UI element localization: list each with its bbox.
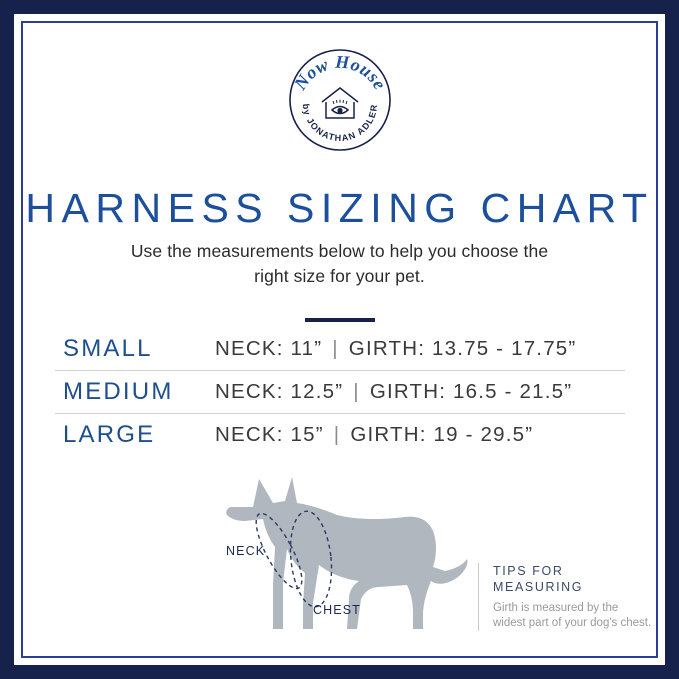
row-separator: | <box>353 380 360 403</box>
dog-silhouette-shape <box>226 477 468 629</box>
measurements-large: NECK: 15” | GIRTH: 19 - 29.5” <box>215 423 625 447</box>
tips-body: Girth is measured by the widest part of … <box>493 601 653 631</box>
row-separator: | <box>332 337 339 360</box>
chest-label: CHEST <box>313 603 361 617</box>
measurements-medium: NECK: 12.5” | GIRTH: 16.5 - 21.5” <box>215 380 625 404</box>
tips-title-line-1: TIPS FOR <box>493 564 564 578</box>
tips-for-measuring: TIPS FOR MEASURING Girth is measured by … <box>478 563 653 631</box>
girth-value-medium: GIRTH: 16.5 - 21.5” <box>369 380 573 403</box>
now-house-logo: Now House by JONATHAN ADLER <box>288 48 392 152</box>
chart-content: Now House by JONATHAN ADLER <box>23 23 656 656</box>
page-title: HARNESS SIZING CHART <box>25 185 654 231</box>
neck-value-large: NECK: 15” <box>215 423 324 446</box>
size-table: SMALL NECK: 11” | GIRTH: 13.75 - 17.75” ME… <box>55 328 625 456</box>
tips-title-line-2: MEASURING <box>493 580 584 594</box>
table-row: LARGE NECK: 15” | GIRTH: 19 - 29.5” <box>55 414 625 456</box>
neck-label: NECK <box>226 544 266 558</box>
tips-body-line-1: Girth is measured by the <box>493 602 619 614</box>
house-with-eye-icon <box>321 87 359 119</box>
table-row: SMALL NECK: 11” | GIRTH: 13.75 - 17.75” <box>55 328 625 371</box>
page-subtitle: Use the measurements below to help you c… <box>23 239 656 289</box>
neck-value-medium: NECK: 12.5” <box>215 380 344 403</box>
tips-title: TIPS FOR MEASURING <box>493 563 653 595</box>
subtitle-line-2: right size for your pet. <box>254 266 425 286</box>
table-row: MEDIUM NECK: 12.5” | GIRTH: 16.5 - 21.5” <box>55 371 625 414</box>
size-label-small: SMALL <box>63 335 153 362</box>
size-label-large: LARGE <box>63 421 156 448</box>
title-divider <box>305 318 375 322</box>
row-separator: | <box>333 423 341 446</box>
dog-illustration: NECK CHEST <box>193 463 473 638</box>
neck-value-small: NECK: 11” <box>215 337 323 360</box>
subtitle-line-1: Use the measurements below to help you c… <box>130 241 549 261</box>
girth-value-small: GIRTH: 13.75 - 17.75” <box>348 337 577 360</box>
tips-body-line-2: widest part of your dog's chest. <box>493 617 652 629</box>
measurements-small: NECK: 11” | GIRTH: 13.75 - 17.75” <box>215 337 625 361</box>
size-label-medium: MEDIUM <box>63 378 174 405</box>
girth-value-large: GIRTH: 19 - 29.5” <box>350 423 534 446</box>
